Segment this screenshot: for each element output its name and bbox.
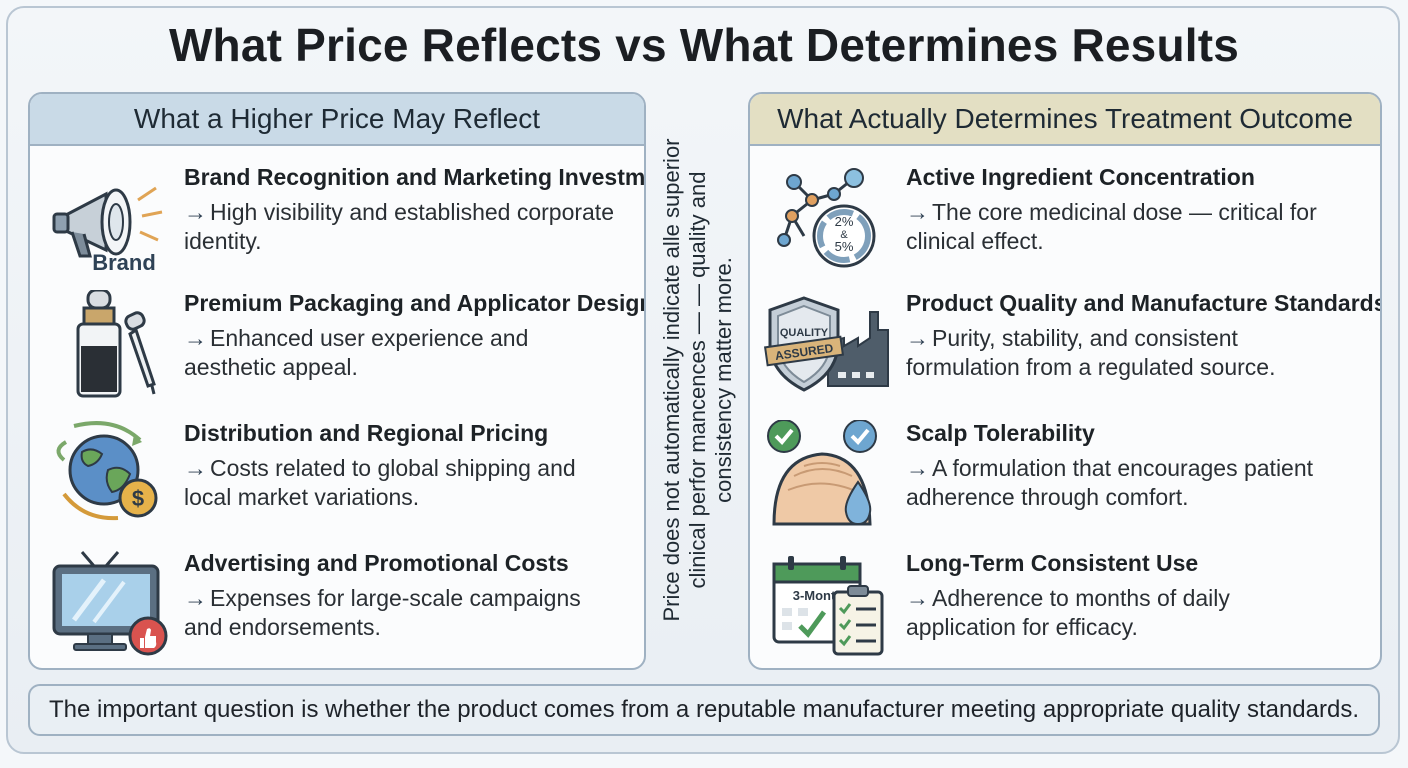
right-item-tolerability: Scalp Tolerability → A formulation that e… <box>750 420 1380 540</box>
right-item-concentration: 2% & 5% Active Ingredient Concentration … <box>750 164 1380 284</box>
center-note-text: Price does not automatically indicate al… <box>659 138 736 622</box>
item-desc: → Expenses for large-scale campaigns and … <box>184 585 581 640</box>
left-panel: What a Higher Price May Reflect Brand Br… <box>28 92 646 670</box>
right-item-quality: QUALITY ASSURED Product Quality and Manu… <box>750 290 1380 410</box>
left-item-distribution: $ Distribution and Regional Pricing → Cos… <box>30 420 644 540</box>
right-panel: What Actually Determines Treatment Outco… <box>748 92 1382 670</box>
item-desc: → High visibility and established corpora… <box>184 199 614 254</box>
left-item-packaging: Premium Packaging and Applicator Design … <box>30 290 644 410</box>
item-title: Premium Packaging and Applicator Design <box>184 290 646 316</box>
scalp-droplet-icon <box>767 420 877 526</box>
megaphone-icon: Brand <box>52 186 163 274</box>
globe-dollar-icon: $ <box>56 421 158 521</box>
item-desc: → A formulation that encourages patient a… <box>906 455 1314 510</box>
item-title: Product Quality and Manufacture Standard… <box>906 290 1382 316</box>
item-desc: → Enhanced user experience and aesthetic … <box>184 325 529 380</box>
svg-text:&: & <box>840 229 848 241</box>
item-title: Advertising and Promotional Costs <box>184 550 569 576</box>
arrow-icon: → <box>906 199 929 225</box>
svg-text:2%: 2% <box>835 214 854 229</box>
molecule-concentration-icon: 2% & 5% <box>777 168 876 268</box>
center-note: Price does not automatically indicate al… <box>648 110 748 650</box>
calendar-checklist-icon: 3-Month <box>772 556 884 656</box>
brand-label: Brand <box>92 250 156 274</box>
svg-text:3-Month: 3-Month <box>793 588 844 603</box>
svg-text:$: $ <box>132 486 144 511</box>
item-title: Active Ingredient Concentration <box>906 164 1255 190</box>
svg-text:5%: 5% <box>835 239 854 254</box>
arrow-icon: → <box>184 325 207 351</box>
item-title: Long-Term Consistent Use <box>906 550 1199 576</box>
footer-note: The important question is whether the pr… <box>28 684 1380 736</box>
left-item-advertising: Advertising and Promotional Costs → Expen… <box>30 550 644 668</box>
left-item-brand: Brand Brand Recognition and Marketing In… <box>30 164 644 284</box>
item-desc: → The core medicinal dose — critical for … <box>906 199 1317 254</box>
arrow-icon: → <box>906 585 929 611</box>
item-desc: → Purity, stability, and consistent formu… <box>906 325 1276 380</box>
arrow-icon: → <box>184 585 207 611</box>
right-item-long-term: 3-Month Long-Term Consistent Use → Adhere… <box>750 550 1380 668</box>
item-title: Brand Recognition and Marketing Investme… <box>184 164 646 190</box>
arrow-icon: → <box>906 455 929 481</box>
right-panel-header: What Actually Determines Treatment Outco… <box>750 94 1380 146</box>
quality-shield-factory-icon: QUALITY ASSURED <box>764 296 889 392</box>
item-desc: → Costs related to global shipping and lo… <box>184 455 576 510</box>
arrow-icon: → <box>906 325 929 351</box>
item-title: Distribution and Regional Pricing <box>184 420 549 446</box>
item-desc: → Adherence to months of daily applicatio… <box>906 585 1230 640</box>
arrow-icon: → <box>184 199 207 225</box>
page-title: What Price Reflects vs What Determines R… <box>168 19 1240 71</box>
left-panel-header: What a Higher Price May Reflect <box>30 94 644 146</box>
arrow-icon: → <box>184 455 207 481</box>
tv-thumbs-up-icon <box>52 551 168 656</box>
item-title: Scalp Tolerability <box>906 420 1095 446</box>
svg-text:QUALITY: QUALITY <box>780 327 829 339</box>
dropper-bottle-icon <box>76 290 156 398</box>
